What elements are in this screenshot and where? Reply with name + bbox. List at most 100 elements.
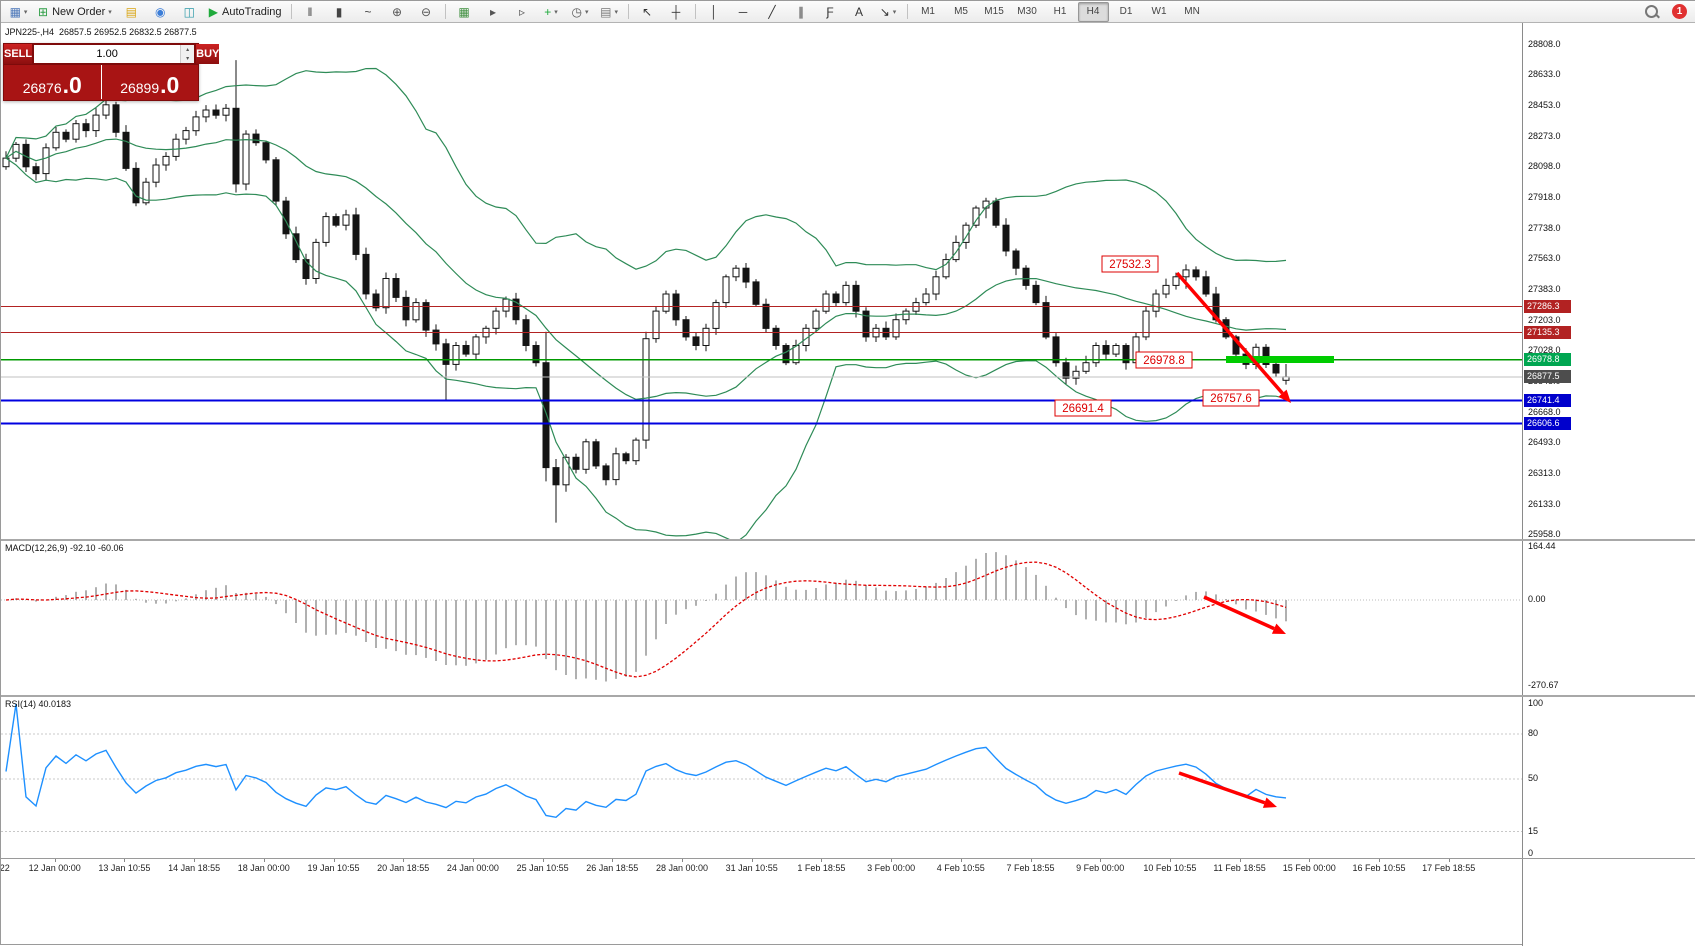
zoom-out-icon-button[interactable]: ⊖ bbox=[413, 2, 440, 22]
price-axis-label: 27563.0 bbox=[1528, 253, 1561, 263]
timeframe-d1[interactable]: D1 bbox=[1111, 2, 1142, 22]
timeframe-m5[interactable]: M5 bbox=[946, 2, 977, 22]
macd-axis-label: 0.00 bbox=[1528, 594, 1546, 604]
crosshair-icon: ┼ bbox=[672, 6, 681, 18]
fibonacci-icon-button[interactable]: Ƒ bbox=[817, 2, 844, 22]
price-axis-label: 27203.0 bbox=[1528, 315, 1561, 325]
buy-button[interactable]: BUY bbox=[195, 44, 219, 64]
zoom-in-icon-button[interactable]: ⊕ bbox=[384, 2, 411, 22]
search-button[interactable] bbox=[1638, 2, 1665, 22]
templates-icon-button[interactable]: ▤▾ bbox=[596, 2, 623, 22]
toolbar-separator bbox=[628, 4, 629, 19]
price-axis-label: 27918.0 bbox=[1528, 192, 1561, 202]
price-axis-label: 28633.0 bbox=[1528, 69, 1561, 79]
horizontal-line-icon-button[interactable]: ─ bbox=[730, 2, 757, 22]
volume-input[interactable] bbox=[34, 45, 180, 63]
macd-canvas[interactable] bbox=[1, 541, 1522, 695]
volume-down-button[interactable]: ▾ bbox=[181, 54, 194, 63]
price-tag[interactable]: 26877.5 bbox=[1524, 370, 1571, 383]
toolbar-separator bbox=[907, 4, 908, 19]
notification-badge[interactable]: 1 bbox=[1672, 4, 1687, 19]
rsi-panel: RSI(14) 40.0183 bbox=[1, 697, 1522, 858]
auto-scroll-icon-button[interactable]: ▸ bbox=[480, 2, 507, 22]
buy-price[interactable]: 26899.0 bbox=[102, 65, 199, 99]
price-tag[interactable]: 27135.3 bbox=[1524, 326, 1571, 339]
timeframe-h1[interactable]: H1 bbox=[1045, 2, 1076, 22]
periods-icon-button[interactable]: ◷▾ bbox=[567, 2, 594, 22]
bar-chart-icon-button[interactable]: ‖ bbox=[297, 2, 324, 22]
price-tag[interactable]: 26978.8 bbox=[1524, 353, 1571, 366]
svg-text:26978.8: 26978.8 bbox=[1143, 355, 1185, 367]
price-axis-label: 28098.0 bbox=[1528, 161, 1561, 171]
timeframe-m1[interactable]: M1 bbox=[913, 2, 944, 22]
timeframe-h4[interactable]: H4 bbox=[1078, 2, 1109, 22]
rsi-canvas[interactable] bbox=[1, 697, 1522, 858]
channel-icon-button[interactable]: ∥ bbox=[788, 2, 815, 22]
timeframe-w1[interactable]: W1 bbox=[1144, 2, 1175, 22]
new-order-button[interactable]: ⊞New Order▾ bbox=[34, 2, 116, 22]
rsi-label: RSI(14) 40.0183 bbox=[5, 699, 71, 709]
chart-shift-icon-button[interactable]: ▹ bbox=[509, 2, 536, 22]
price-axis[interactable]: 28808.0 28633.0 28453.0 28273.0 28098.0 27918… bbox=[1522, 23, 1695, 946]
new-chart-icon-button[interactable]: ▦▾ bbox=[5, 2, 32, 22]
price-axis-label: 27738.0 bbox=[1528, 223, 1561, 233]
time-tick bbox=[1379, 859, 1380, 862]
one-click-prices-row: 26876.0 26899.0 bbox=[4, 64, 198, 99]
indicators-icon-button[interactable]: +▾ bbox=[538, 2, 565, 22]
tile-windows-icon: ▦ bbox=[458, 6, 469, 18]
autotrading-button[interactable]: ▶AutoTrading bbox=[205, 2, 286, 22]
price-axis-label: 28453.0 bbox=[1528, 100, 1561, 110]
zoom-out-icon: ⊖ bbox=[421, 6, 431, 18]
price-tag[interactable]: 27286.3 bbox=[1524, 300, 1571, 313]
volume-up-button[interactable]: ▴ bbox=[181, 45, 194, 54]
vertical-line-icon: │ bbox=[710, 6, 718, 18]
time-tick bbox=[1309, 859, 1310, 862]
timeframe-m30[interactable]: M30 bbox=[1012, 2, 1043, 22]
vertical-line-icon-button[interactable]: │ bbox=[701, 2, 728, 22]
time-tick bbox=[1100, 859, 1101, 862]
sell-button[interactable]: SELL bbox=[4, 44, 33, 64]
toolbar-separator bbox=[695, 4, 696, 19]
price-tag[interactable]: 26606.6 bbox=[1524, 417, 1571, 430]
chevron-down-icon: ▾ bbox=[614, 8, 618, 16]
rsi-axis-label: 0 bbox=[1528, 848, 1533, 858]
new-chart-icon: ▦ bbox=[10, 6, 21, 18]
tile-windows-icon-button[interactable]: ▦ bbox=[451, 2, 478, 22]
svg-text:27532.3: 27532.3 bbox=[1109, 259, 1151, 271]
market-watch-icon-button[interactable]: ◉ bbox=[147, 2, 174, 22]
time-tick bbox=[334, 859, 335, 862]
time-tick bbox=[194, 859, 195, 862]
trendline-icon-button[interactable]: ╱ bbox=[759, 2, 786, 22]
fibonacci-icon: Ƒ bbox=[826, 6, 833, 18]
toolbar-separator bbox=[291, 4, 292, 19]
crosshair-icon-button[interactable]: ┼ bbox=[663, 2, 690, 22]
rsi-panel-splitter[interactable] bbox=[1, 695, 1695, 697]
time-tick bbox=[124, 859, 125, 862]
one-click-trading-panel: SELL ▴ ▾ BUY 26876.0 26899.0 bbox=[3, 43, 199, 101]
macd-axis-label: -270.67 bbox=[1528, 680, 1559, 690]
sell-price[interactable]: 26876.0 bbox=[4, 65, 101, 99]
price-axis-label: 28273.0 bbox=[1528, 131, 1561, 141]
volume-stepper: ▴ ▾ bbox=[33, 44, 195, 64]
price-tag[interactable]: 26741.4 bbox=[1524, 394, 1571, 407]
candlestick-chart-icon-button[interactable]: ▮ bbox=[326, 2, 353, 22]
time-tick bbox=[752, 859, 753, 862]
timeframe-mn[interactable]: MN bbox=[1177, 2, 1208, 22]
text-icon-button[interactable]: A bbox=[846, 2, 873, 22]
arrows-tool-icon-button[interactable]: ↘▾ bbox=[875, 2, 902, 22]
navigator-icon-button[interactable]: ◫ bbox=[176, 2, 203, 22]
time-tick bbox=[891, 859, 892, 862]
chart-shift-icon: ▹ bbox=[519, 6, 525, 18]
text-icon: A bbox=[855, 6, 863, 18]
macd-axis-label: 164.44 bbox=[1528, 541, 1556, 551]
line-chart-icon-button[interactable]: ~ bbox=[355, 2, 382, 22]
price-axis-label: 28808.0 bbox=[1528, 39, 1561, 49]
time-axis-label: 17 Feb 18:55 bbox=[1394, 863, 1504, 873]
cursor-icon-button[interactable]: ↖ bbox=[634, 2, 661, 22]
toolbar-separator bbox=[445, 4, 446, 19]
profiles-icon-button[interactable]: ▤ bbox=[118, 2, 145, 22]
macd-panel-splitter[interactable] bbox=[1, 539, 1695, 541]
timeframe-m15[interactable]: M15 bbox=[979, 2, 1010, 22]
